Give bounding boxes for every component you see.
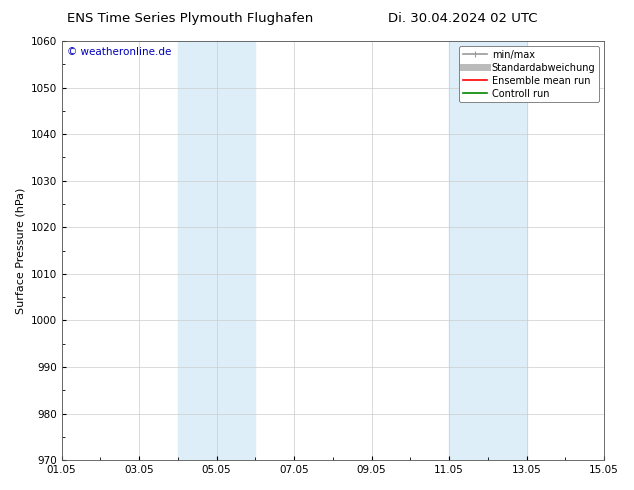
Text: © weatheronline.de: © weatheronline.de xyxy=(67,48,171,57)
Text: ENS Time Series Plymouth Flughafen: ENS Time Series Plymouth Flughafen xyxy=(67,12,313,25)
Text: Di. 30.04.2024 02 UTC: Di. 30.04.2024 02 UTC xyxy=(388,12,538,25)
Bar xyxy=(178,41,256,460)
Bar xyxy=(449,41,527,460)
Legend: min/max, Standardabweichung, Ensemble mean run, Controll run: min/max, Standardabweichung, Ensemble me… xyxy=(458,46,599,102)
Y-axis label: Surface Pressure (hPa): Surface Pressure (hPa) xyxy=(15,187,25,314)
